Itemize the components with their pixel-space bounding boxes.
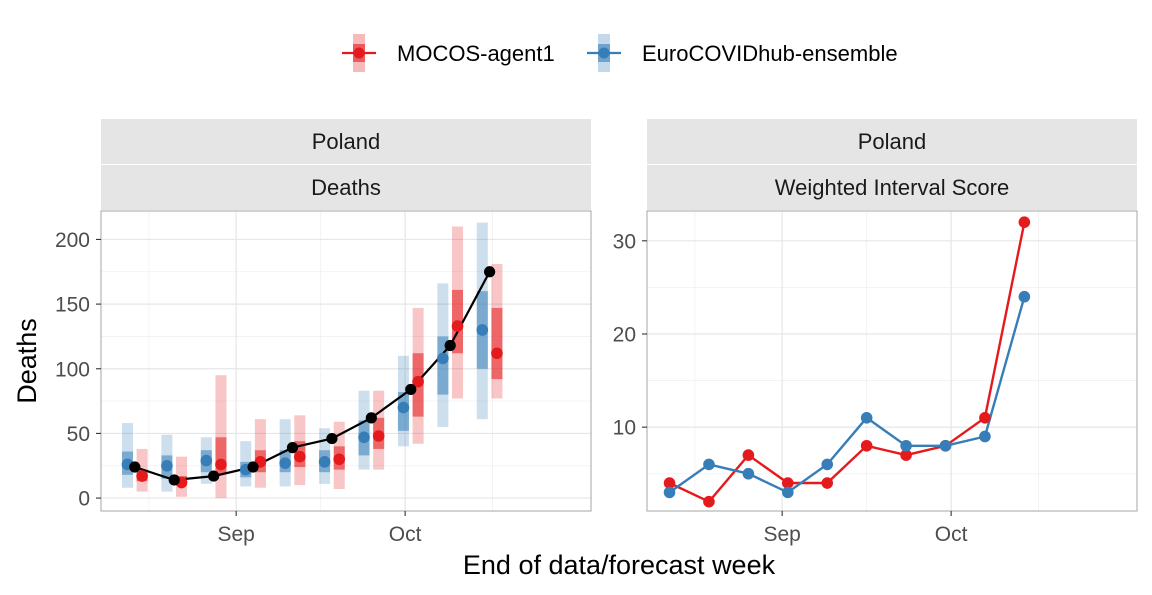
legend-key-point [598,47,610,59]
legend-key-point [353,47,365,59]
panel-border [100,210,592,512]
score-point [782,477,794,489]
score-point [703,458,715,471]
score-point [663,477,676,489]
forecast-median-point [412,375,424,388]
score-point [900,439,912,452]
forecast-median-point [333,453,346,466]
forecast-interval-50 [215,437,227,474]
forecast-interval-90 [215,375,227,499]
y-tick-label: 200 [55,229,90,252]
score-point [900,449,912,461]
strip-metric-label-right: Weighted Interval Score [775,175,1009,200]
x-tick-label: Oct [389,523,422,546]
strip-country-label-left: Poland [312,129,381,154]
score-point [703,495,715,508]
score-point [860,439,873,452]
strip-country-left [101,119,591,164]
observed-point [365,412,377,424]
score-point [1018,290,1031,303]
observed-point [286,442,299,454]
observed-point [444,339,456,352]
forecast-median-point [397,401,410,414]
score-line [668,296,1026,494]
score-point [782,486,794,499]
y-tick-label: 10 [613,417,636,440]
legend: MOCOS-agent1 EuroCOVIDhub-ensemble [342,34,898,72]
y-tick-label: 20 [613,323,636,346]
strip-country-label-right: Poland [858,129,927,154]
forecast-median-point [476,324,489,336]
forecast-median-point [437,352,449,365]
forecast-median-point [491,347,503,360]
forecast-median-point [136,470,148,482]
score-point [821,458,834,471]
observed-point [168,474,180,486]
observed-line [134,271,491,482]
y-tick-label: 0 [78,488,90,511]
score-point [663,486,676,499]
x-tick-label: Sep [763,523,800,546]
observed-point [405,383,417,396]
forecast-interval-50 [437,336,449,395]
x-axis-title: End of data/forecast week [463,550,776,580]
panel-deaths: Poland Deaths Sep Oct 0 50 100 150 200 [55,119,592,546]
forecast-interval-50 [491,307,503,380]
y-axis-title: Deaths [12,318,42,404]
score-point [742,449,755,461]
y-tick-label: 30 [613,230,636,253]
y-tick-label: 50 [67,423,90,446]
score-point [979,430,991,443]
plot-area-wis: Sep Oct 10 20 30 [613,210,1138,546]
score-line [668,221,1026,504]
score-point [1018,216,1031,228]
legend-label: MOCOS-agent1 [397,41,555,66]
forecast-median-point [318,456,331,468]
plot-area-deaths: Sep Oct 0 50 100 150 200 [55,210,592,546]
forecast-median-point [451,320,464,332]
forecast-median-point [161,459,173,472]
forecast-median-point [358,431,370,444]
score-point [939,439,952,452]
forecast-median-point [294,450,306,463]
panel-wis: Poland Weighted Interval Score Sep Oct 10 2… [613,119,1138,546]
observed-point [129,461,141,473]
forecast-median-point [279,457,291,469]
score-point [821,477,834,489]
observed-point [247,461,259,473]
observed-point [208,470,220,482]
plot-background [101,211,591,511]
panel-border [646,210,1138,512]
x-tick-label: Sep [217,523,254,546]
score-point [742,467,755,480]
score-point [979,412,991,424]
forecast-median-point [200,454,213,467]
y-tick-label: 150 [55,294,90,317]
strip-metric-left [101,165,591,210]
y-tick-label: 100 [55,358,90,381]
strip-country-right [647,119,1137,164]
plot-background [647,211,1137,511]
observed-point [484,266,496,278]
forecast-median-point [215,458,227,471]
x-tick-label: Oct [935,523,968,546]
score-point [860,412,873,424]
observed-point [326,432,338,445]
strip-metric-right [647,165,1137,210]
forecast-median-point [372,430,385,442]
legend-label: EuroCOVIDhub-ensemble [642,41,898,66]
strip-metric-label-left: Deaths [311,175,381,200]
